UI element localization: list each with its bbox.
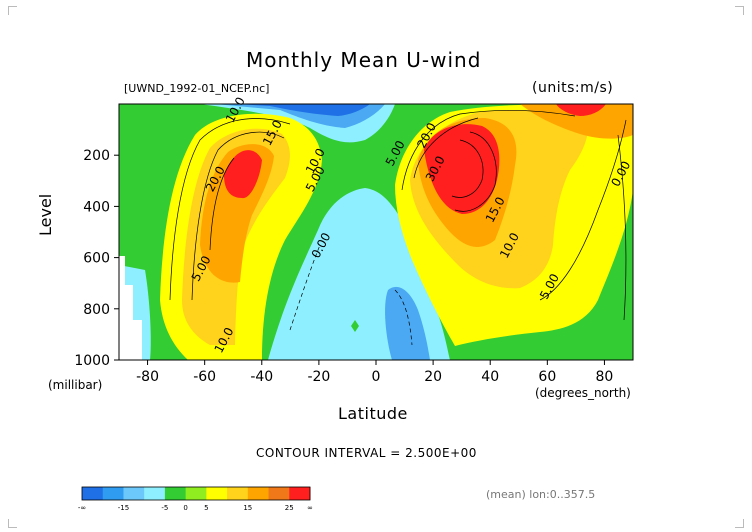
contour-neg-dashed-1 [289,244,321,331]
colorbar-swatch [247,487,270,500]
contour-sh-inner [191,131,285,301]
fill-islet [351,320,359,332]
colorbar-label: ∞ [307,504,313,512]
contour-nh-outer [401,110,576,191]
colorbar-swatch [82,487,104,500]
colorbar-label: 15 [243,504,252,512]
colorbar: -∞ -15 -5 0 5 15 25 ∞ [78,486,313,512]
corner-mark [735,6,744,15]
colorbar-label: 0 [183,504,187,512]
colorbar-label: -15 [118,504,129,512]
x-axis-label: Latitude [338,404,408,423]
colorbar-swatch [289,487,311,500]
x-tick-label: 40 [481,369,499,385]
x-axis-units: (degrees_north) [535,386,631,400]
averaging-label: (mean) lon:0..357.5 [486,488,596,501]
corner-mark [8,6,17,15]
colorbar-swatch [185,487,207,500]
colorbar-swatch [268,487,290,500]
x-tick-label: -20 [307,369,330,385]
y-tick-label: 600 [83,251,110,267]
contour-arctic-zero [617,134,627,321]
colorbar-swatch [102,487,124,500]
contour-sh-core [209,157,235,251]
x-tick-label: 80 [596,369,614,385]
y-axis-label: Level [36,193,55,236]
colorbar-swatch [144,487,166,500]
colorbar-label: -∞ [78,504,86,512]
contour-sh-outer [169,118,291,301]
x-tick-label: -60 [193,369,216,385]
corner-mark [8,519,17,528]
y-tick-label: 400 [83,199,110,215]
y-axis-units: (millibar) [48,378,103,392]
contour-nh-mid [413,117,479,179]
contour-nh-poleward [539,119,627,301]
contour-neg-dashed-2 [394,289,413,346]
y-tick-label: 1000 [74,353,110,369]
fill-sh-jet-core [224,150,262,199]
colorbar-swatch [206,487,228,500]
missing-data [119,256,142,360]
x-tick-label: 20 [424,369,442,385]
colorbar-label: 5 [204,504,208,512]
y-tick-label: 800 [83,302,110,318]
x-tick-label: -80 [136,369,159,385]
corner-mark [735,519,744,528]
fill-nh-jet-core [424,124,500,214]
contour-nh-core-2 [451,139,484,198]
y-axis-ticks: 200 400 600 800 1000 [74,148,119,369]
x-tick-label: 60 [538,369,556,385]
contour-lines [169,110,627,346]
filled-contours [119,104,633,360]
fill-arctic-jet-core [556,104,606,116]
colorbar-frame [81,486,311,501]
colorbar-label: 25 [285,504,294,512]
units-label: (units:m/s) [532,80,614,96]
fill-strat-easterlies-core [235,104,370,116]
contour-nh-core-1 [454,131,497,212]
dataset-label: [UWND_1992-01_NCEP.nc] [124,82,270,95]
chart-title: Monthly Mean U-wind [246,48,482,72]
colorbar-label: -5 [161,504,168,512]
x-tick-label: 0 [372,369,381,385]
y-tick-label: 200 [83,148,110,164]
colorbar-swatch [227,487,249,500]
x-axis-ticks: -80 -60 -40 -20 0 20 40 60 80 [136,360,613,385]
x-tick-label: -40 [250,369,273,385]
contour-interval-label: CONTOUR INTERVAL = 2.500E+00 [256,446,477,460]
colorbar-swatch [164,487,187,500]
fill-equatorial-core [385,286,430,360]
colorbar-swatch [123,487,145,500]
